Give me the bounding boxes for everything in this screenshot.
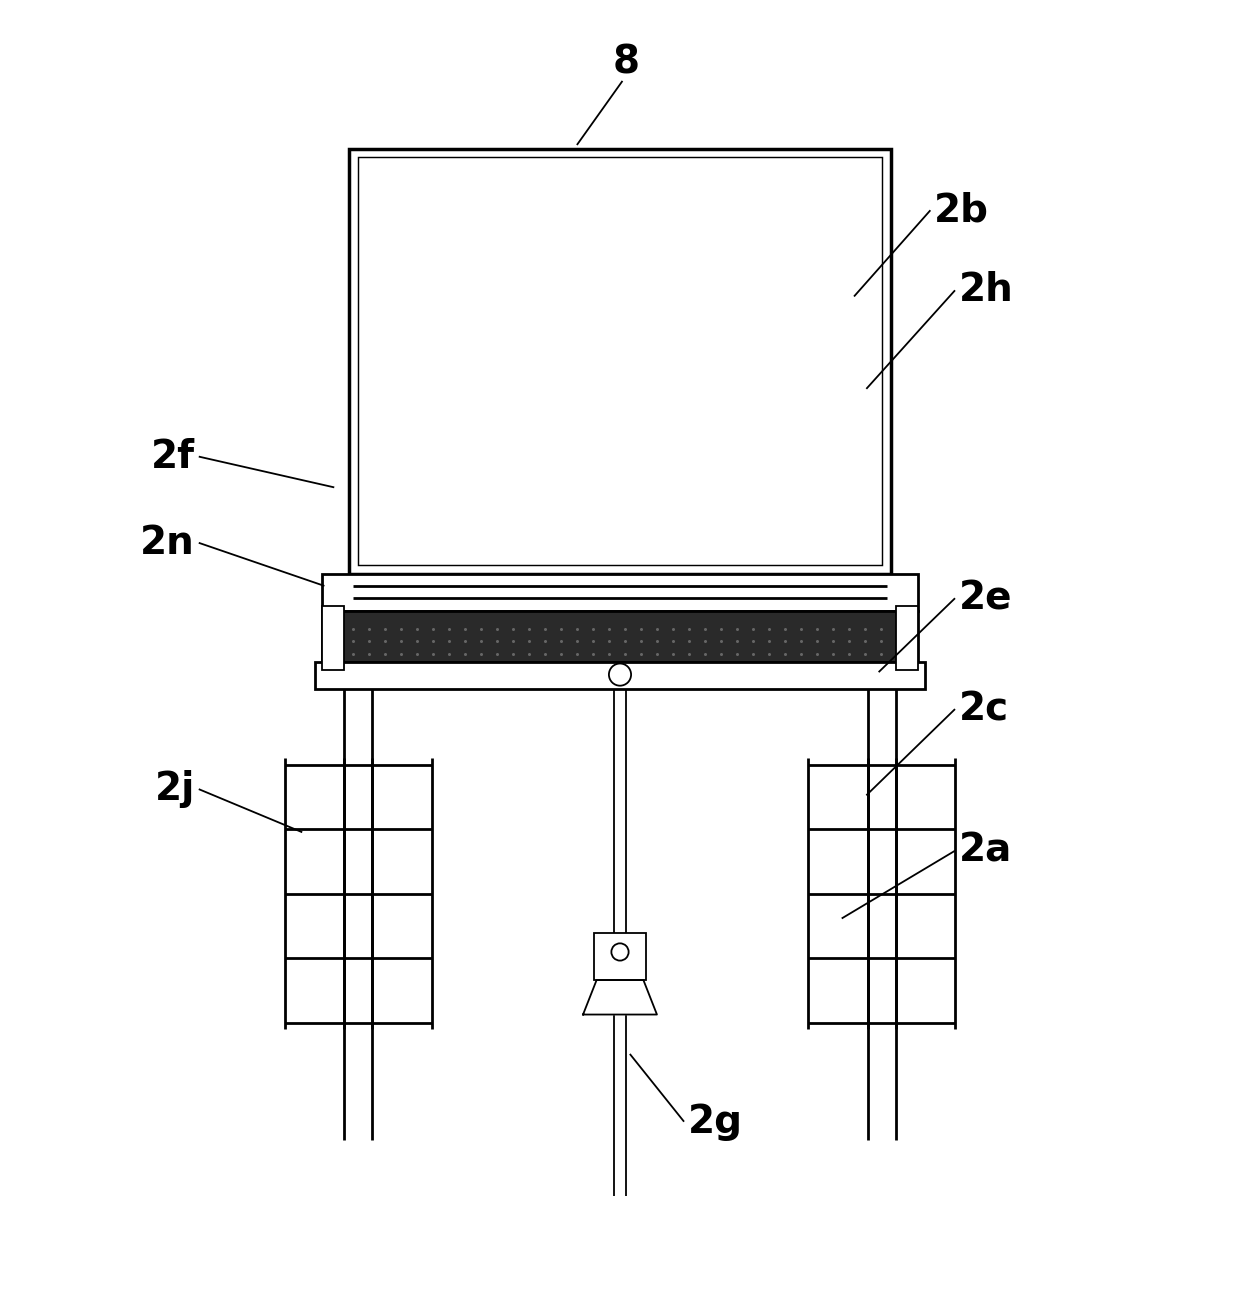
Text: 2a: 2a (959, 831, 1012, 870)
Text: 2f: 2f (151, 438, 195, 475)
Bar (895, 606, 918, 670)
Bar (594, 934, 646, 980)
Bar (348, 149, 892, 574)
Circle shape (611, 943, 629, 961)
Text: 2c: 2c (959, 690, 1009, 728)
Text: 2h: 2h (959, 272, 1013, 310)
Bar (315, 662, 925, 689)
Circle shape (609, 663, 631, 685)
Polygon shape (583, 980, 657, 1014)
Bar (322, 610, 918, 662)
Bar (357, 157, 883, 565)
Text: 2g: 2g (688, 1102, 743, 1141)
Text: 8: 8 (613, 44, 640, 82)
Bar (322, 606, 345, 670)
Bar (322, 574, 918, 610)
Text: 2j: 2j (155, 771, 195, 808)
Text: 2b: 2b (934, 192, 990, 229)
Text: 2e: 2e (959, 579, 1012, 618)
Text: 2n: 2n (140, 523, 195, 562)
